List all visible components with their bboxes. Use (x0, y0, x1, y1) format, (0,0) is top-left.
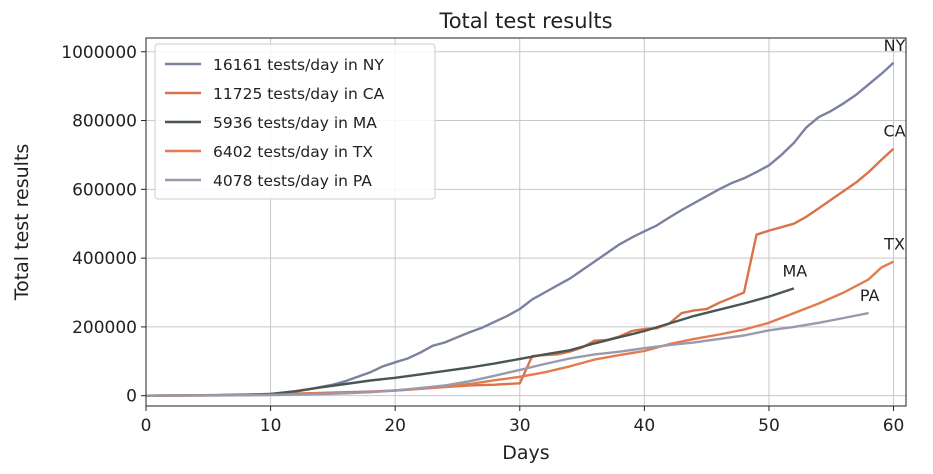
series-lines (145, 61, 895, 397)
legend-label: 5936 tests/day in MA (213, 114, 377, 132)
legend-label: 6402 tests/day in TX (213, 143, 373, 161)
x-tick-label: 0 (141, 416, 152, 436)
y-tick-label: 200000 (72, 318, 137, 338)
x-tick-label: 30 (509, 416, 531, 436)
x-axis-label: Days (502, 442, 549, 464)
chart-title: Total test results (438, 9, 612, 33)
x-tick-label: 60 (883, 416, 905, 436)
series-line-pa (145, 311, 869, 397)
y-tick-label: 600000 (72, 180, 137, 200)
series-end-label-ny: NY (884, 36, 906, 55)
legend-box (154, 43, 436, 200)
x-axis-ticks: 0 10 20 30 40 50 60 (141, 406, 905, 436)
legend-items: 16161 tests/day in NY 11725 tests/day in … (165, 56, 385, 190)
x-tick-label: 50 (758, 416, 780, 436)
y-tick-label: 1000000 (61, 43, 137, 63)
legend-label: 4078 tests/day in PA (213, 172, 372, 190)
series-line-ma (145, 287, 795, 397)
plot-frame (145, 37, 907, 407)
legend-label: 11725 tests/day in CA (213, 85, 385, 103)
y-axis-ticks: 0 200000 400000 600000 800000 1000000 (61, 43, 146, 407)
y-tick-label: 0 (126, 387, 137, 407)
y-axis-label: Total test results (11, 144, 33, 302)
y-tick-label: 800000 (72, 112, 137, 132)
x-tick-label: 20 (384, 416, 406, 436)
legend-label: 16161 tests/day in NY (213, 56, 384, 74)
series-end-label-tx: TX (883, 235, 905, 254)
series-end-label-ma: MA (782, 261, 807, 280)
legend: 16161 tests/day in NY 11725 tests/day in … (154, 43, 436, 200)
x-tick-label: 10 (260, 416, 282, 436)
series-end-label-pa: PA (860, 286, 880, 305)
series-end-label-ca: CA (883, 122, 905, 141)
y-tick-label: 400000 (72, 249, 137, 269)
series-end-labels: NY CA MA TX PA (782, 36, 905, 305)
x-tick-label: 40 (634, 416, 656, 436)
